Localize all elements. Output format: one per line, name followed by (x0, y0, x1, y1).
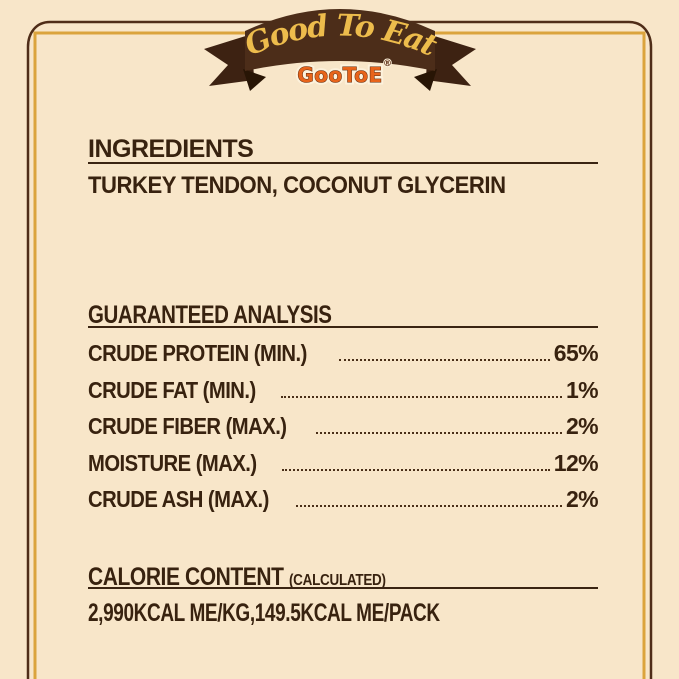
ingredients-underline (88, 162, 598, 164)
ribbon-fold-left-shape (243, 69, 266, 91)
ribbon-tail-left-shape (204, 34, 254, 86)
analysis-row-label: MOISTURE (MAX.) (88, 449, 257, 476)
ingredients-heading: INGREDIENTS (88, 135, 254, 163)
ribbon-panel-shape (245, 9, 435, 71)
registered-mark-icon: ® (383, 59, 392, 69)
analysis-row-value: 2% (565, 485, 599, 512)
dotted-leader (315, 432, 562, 435)
dotted-leader (280, 395, 562, 398)
ingredients-text: TURKEY TENDON, COCONUT GLYCERIN (88, 172, 506, 199)
analysis-row-label: CRUDE ASH (MAX.) (88, 485, 269, 512)
ribbon-banner: Good To Eat GooToE GooToE ® (204, 8, 476, 91)
analysis-row-value: 2% (565, 413, 599, 440)
analysis-row-value: 12% (553, 449, 599, 476)
calorie-content-heading: CALORIE CONTENT (CALCULATED) (88, 565, 386, 593)
dotted-leader (338, 359, 550, 362)
analysis-row: CRUDE FAT (MIN.) 1% (88, 368, 599, 404)
dotted-leader (295, 504, 562, 507)
brand-logo-halo: GooToE (297, 63, 382, 87)
calorie-content-heading-main: CALORIE CONTENT (88, 563, 284, 591)
analysis-row-value: 1% (565, 376, 599, 403)
guaranteed-analysis-table: CRUDE PROTEIN (MIN.) 65% CRUDE FAT (MIN.… (88, 332, 599, 514)
calorie-content-text: 2,990KCAL ME/KG,149.5KCAL ME/PACK (88, 599, 440, 627)
analysis-row: CRUDE ASH (MAX.) 2% (88, 478, 599, 514)
guaranteed-analysis-heading: GUARANTEED ANALYSIS (88, 301, 332, 329)
analysis-row: CRUDE PROTEIN (MIN.) 65% (88, 332, 599, 368)
analysis-row-value: 65% (553, 340, 599, 367)
analysis-row-label: CRUDE FAT (MIN.) (88, 376, 256, 403)
ribbon-fold-right-shape (414, 69, 437, 91)
analysis-row: MOISTURE (MAX.) 12% (88, 441, 599, 477)
analysis-row-label: CRUDE FIBER (MAX.) (88, 413, 287, 440)
analysis-row-label: CRUDE PROTEIN (MIN.) (88, 340, 307, 367)
ribbon-tail-right-shape (426, 34, 476, 86)
brand-logo-text: GooToE (297, 63, 382, 87)
dotted-leader (281, 468, 550, 471)
calorie-content-heading-suffix: (CALCULATED) (288, 572, 386, 589)
guaranteed-analysis-underline (88, 326, 598, 328)
calorie-content-underline (88, 587, 598, 589)
analysis-row: CRUDE FIBER (MAX.) 2% (88, 405, 599, 441)
